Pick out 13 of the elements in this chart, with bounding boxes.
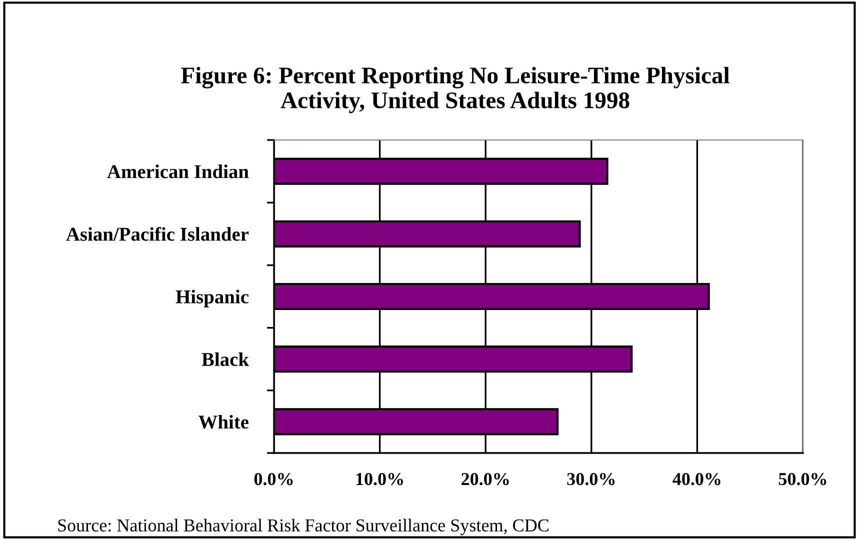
x-tick-label: 10.0% xyxy=(356,472,403,486)
x-tick-label: 20.0% xyxy=(462,472,509,486)
y-tick-label: White xyxy=(198,414,248,429)
y-tick-label: Asian/Pacific Islander xyxy=(66,226,249,241)
x-tick-label: 50.0% xyxy=(778,472,826,486)
x-tick-label: 30.0% xyxy=(567,472,615,486)
source-note: Source: National Behavioral Risk Factor Surveillance System, CDC xyxy=(58,518,548,536)
y-tick-label: American Indian xyxy=(107,164,249,178)
chart-title: Figure 6: Percent Reporting No Leisure-Time Physical Activity, United States Adults 1998 xyxy=(181,66,730,114)
y-tick-label: Black xyxy=(202,352,249,366)
y-tick-label: Hispanic xyxy=(176,290,249,308)
x-tick-label: 0.0% xyxy=(254,472,293,486)
x-tick-label: 40.0% xyxy=(672,472,720,486)
